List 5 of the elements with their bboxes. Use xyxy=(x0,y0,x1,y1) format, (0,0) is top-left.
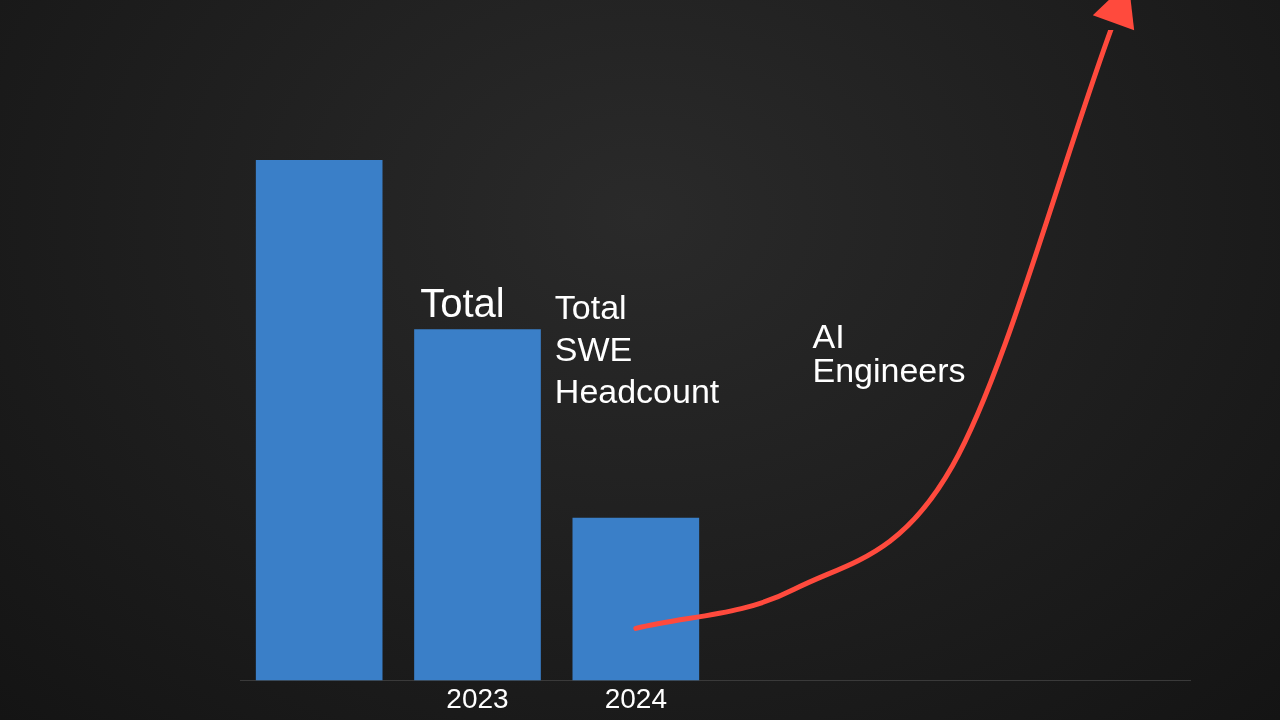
x-tick-label: 2024 xyxy=(604,682,667,714)
series-label: AI Engineers xyxy=(812,317,966,389)
series-label: Total SWE Headcount xyxy=(554,288,720,411)
x-tick-label: 2023 xyxy=(446,682,509,714)
annotation: Total xyxy=(420,281,505,326)
